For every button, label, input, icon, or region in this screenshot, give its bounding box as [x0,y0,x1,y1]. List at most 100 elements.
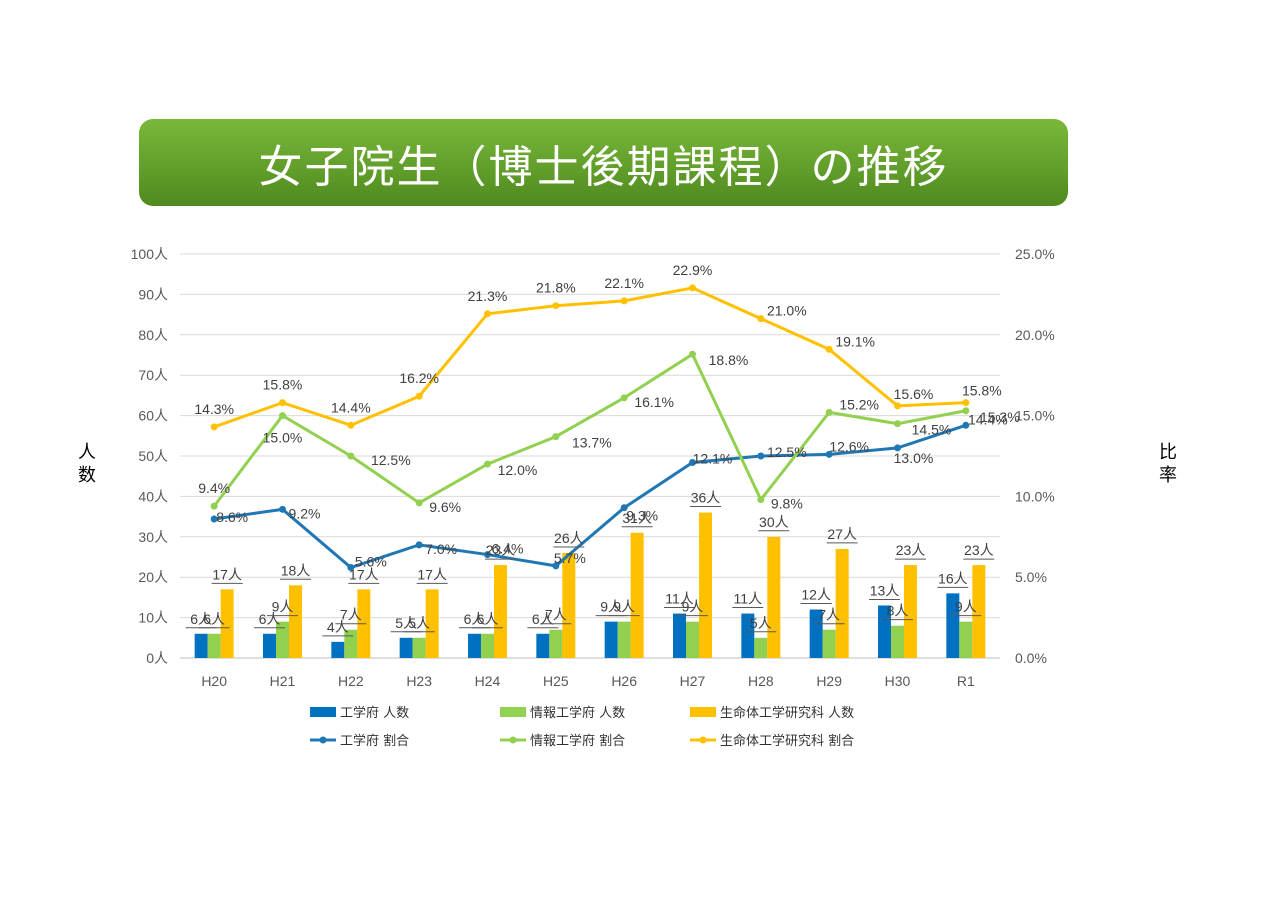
bar-data-label: 4人 [327,619,349,635]
bar-data-label: 11人 [665,591,694,607]
bar-data-label: 23人 [486,542,516,558]
category-label: H21 [270,673,296,689]
line-point [347,421,355,429]
left-axis-title-char: 数 [78,465,96,486]
left-tick-label: 30人 [138,529,168,545]
bar [946,593,960,658]
line-point [552,302,560,310]
bar-data-label: 6人 [259,611,281,627]
bar [630,532,644,658]
bar [822,629,836,658]
bar [194,633,208,658]
left-tick-label: 70人 [138,367,168,383]
bar [686,621,699,658]
bar [207,633,221,658]
left-tick-label: 20人 [138,569,168,585]
bar-data-label: 6人 [203,611,225,627]
right-axis-title-char: 率 [1159,465,1177,486]
line-point [962,399,970,407]
line-point [415,541,423,549]
bar-data-label: 26人 [554,530,584,546]
line-data-label: 9.8% [771,496,803,512]
line-data-label: 22.1% [604,275,644,291]
bar [617,621,631,658]
right-axis-ticks: 0.0% 5.0% 10.0% 15.0% 20.0% 25.0% [1015,246,1055,666]
bar [878,605,891,658]
line-data-label: 9.4% [198,480,230,496]
line-data-label: 15.0% [263,430,303,446]
line-point [894,444,901,452]
bar [425,589,439,658]
legend-label: 生命体工学研究科 人数 [720,705,854,721]
line-data-label: 19.1% [835,333,875,349]
line-data-label: 15.8% [263,377,303,393]
bar [468,633,481,658]
line-point [962,407,970,415]
line-point [415,392,423,400]
category-label: H23 [406,673,432,689]
bar [289,585,302,658]
bar-data-label: 30人 [759,514,789,530]
line-point [484,460,491,468]
bars [194,512,986,658]
bar-data-label: 5人 [408,615,430,631]
category-labels: H20 H21 H22 H23 H24 H25 H26 H27 H28 H29 H30 R1 [201,673,975,689]
line-data-label: 6.4% [492,541,524,557]
left-axis-ticks: 0人 10人 20人 30人 40人 50人 60人 70人 80人 90人 100人 [131,246,168,666]
line-point [210,515,218,523]
line-point [484,551,491,559]
line-data-label: 12.6% [829,438,869,454]
bar [904,565,917,658]
line-point [210,423,218,431]
line-data-label: 21.3% [468,288,508,304]
left-tick-label: 60人 [138,408,168,424]
right-tick-label: 0.0% [1015,650,1047,666]
bar-data-label: 36人 [691,490,721,506]
category-label: H20 [201,673,227,689]
bar-data-label: 12人 [801,587,831,603]
chart-title-banner: 女子院生（博士後期課程）の推移 [139,119,1068,206]
bar [835,548,849,658]
line-data-label: 13.7% [572,435,612,451]
left-tick-label: 90人 [138,286,168,302]
bar-data-label: 9人 [682,599,704,615]
bar-data-label: 18人 [281,562,311,578]
line-point [689,458,696,466]
legend-marker [509,736,517,744]
bar-data-label: 17人 [349,566,379,582]
line-point [689,350,696,358]
bar [549,629,563,658]
bar [220,589,234,658]
bar-data-label: 31人 [622,510,652,526]
line-point [484,310,491,318]
left-tick-label: 80人 [138,327,168,343]
bar-data-label: 8人 [887,603,909,619]
bar-data-label: 7人 [545,607,567,623]
line-point [757,452,765,460]
line-point [210,502,218,510]
line-point [552,433,560,441]
bar [972,565,986,658]
left-tick-label: 40人 [138,488,168,504]
line-point [825,408,833,416]
right-tick-label: 25.0% [1015,246,1055,262]
right-tick-label: 20.0% [1015,327,1055,343]
bar [263,633,276,658]
line-point [689,284,696,292]
bar-data-label: 9人 [272,599,294,615]
line-data-label: 13.0% [894,450,934,466]
right-axis-title-char: 比 [1159,442,1177,463]
line-series [213,423,967,570]
bar [809,609,823,658]
left-axis-title-char: 人 [78,442,96,463]
category-label: H27 [680,673,706,689]
line-data-label: 16.1% [634,394,674,410]
bar-data-label: 27人 [827,526,857,542]
category-label: H25 [543,673,569,689]
lines [210,284,970,572]
bar-data-label: 6人 [464,611,486,627]
line-data-label: 9.2% [289,505,321,521]
line-point [757,315,765,323]
category-label: H29 [816,673,842,689]
